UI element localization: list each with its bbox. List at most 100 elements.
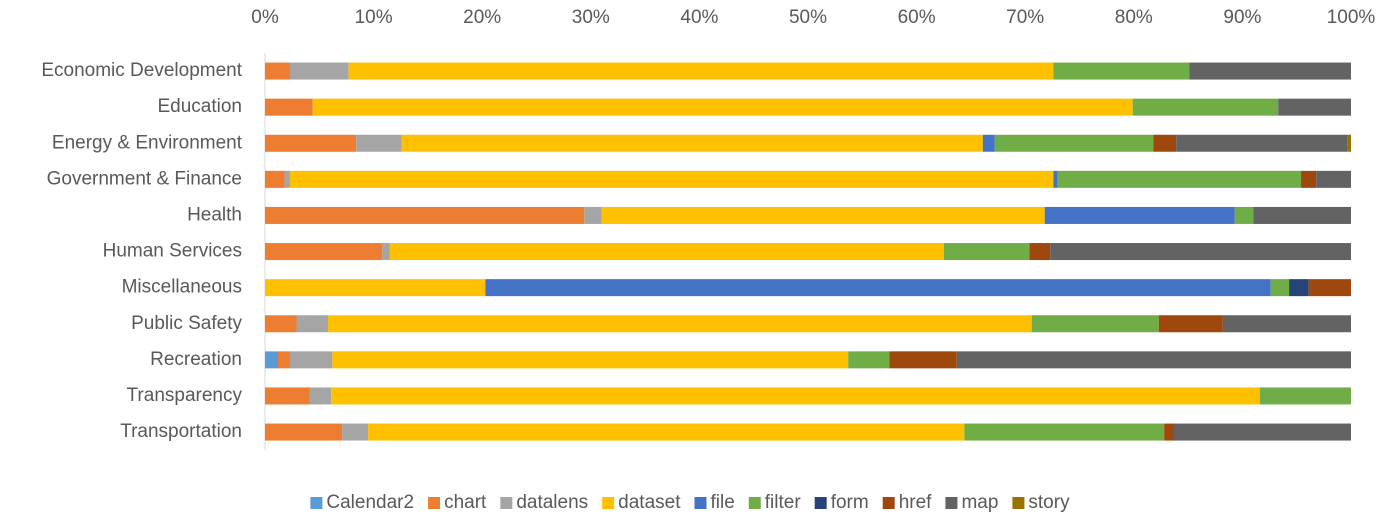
category-label: Government & Finance bbox=[47, 168, 242, 189]
bar-segment bbox=[1270, 279, 1290, 297]
legend-label: map bbox=[961, 492, 998, 513]
x-tick-label: 80% bbox=[1115, 7, 1153, 28]
x-tick-label: 0% bbox=[251, 7, 279, 28]
bar-segment bbox=[312, 98, 1133, 116]
bar-segment bbox=[1347, 134, 1351, 152]
legend-label: Calendar2 bbox=[326, 492, 414, 513]
bar-segment bbox=[956, 351, 1351, 369]
bar-segment bbox=[1132, 98, 1279, 116]
bar-segment bbox=[964, 423, 1165, 441]
bar-segment bbox=[1253, 206, 1351, 224]
category-label: Economic Development bbox=[41, 60, 242, 81]
legend-swatch bbox=[1012, 497, 1025, 509]
bar-segment bbox=[278, 351, 290, 369]
bar-segment bbox=[1050, 243, 1351, 261]
legend-swatch bbox=[602, 497, 615, 509]
bar-segment bbox=[1053, 170, 1058, 188]
legend-label: story bbox=[1028, 492, 1070, 513]
bar-segment bbox=[342, 423, 369, 441]
bar-segment bbox=[1029, 243, 1051, 261]
bar-segment bbox=[348, 62, 1054, 80]
bar-segment bbox=[289, 351, 333, 369]
bar-segment bbox=[943, 243, 1030, 261]
bar-segment bbox=[265, 98, 313, 116]
category-label: Recreation bbox=[150, 349, 242, 370]
legend-swatch bbox=[428, 497, 441, 509]
legend-swatch bbox=[945, 497, 958, 509]
x-tick-label: 60% bbox=[898, 7, 936, 28]
category-label: Education bbox=[157, 96, 242, 117]
category-label: Public Safety bbox=[131, 313, 242, 334]
bar-segment bbox=[265, 206, 585, 224]
bar-segment bbox=[994, 134, 1154, 152]
bar-segment bbox=[284, 170, 290, 188]
bar-segment bbox=[1053, 62, 1190, 80]
x-tick-label: 30% bbox=[572, 7, 610, 28]
bar-segment bbox=[332, 351, 849, 369]
bar-segment bbox=[1301, 170, 1317, 188]
category-label: Transparency bbox=[127, 385, 243, 406]
bar-segment bbox=[1259, 387, 1351, 405]
bar-segment bbox=[368, 423, 965, 441]
legend-swatch bbox=[500, 497, 513, 509]
x-tick-label: 50% bbox=[789, 7, 827, 28]
bar-segment bbox=[389, 243, 944, 261]
bar-segment bbox=[1153, 134, 1177, 152]
legend-swatch bbox=[748, 497, 761, 509]
legend-label: datalens bbox=[516, 492, 588, 513]
legend-swatch bbox=[814, 497, 827, 509]
bar-segment bbox=[1044, 206, 1235, 224]
bar-segment bbox=[1289, 279, 1309, 297]
category-label: Miscellaneous bbox=[122, 277, 242, 298]
bar-segment bbox=[401, 134, 983, 152]
legend-label: file bbox=[710, 492, 734, 513]
bar-segment bbox=[289, 170, 1054, 188]
bar-segment bbox=[601, 206, 1045, 224]
bar-segment bbox=[296, 315, 328, 333]
bar-segment bbox=[265, 62, 290, 80]
legend-label: href bbox=[899, 492, 932, 513]
x-tick-label: 100% bbox=[1327, 7, 1376, 28]
bar-segment bbox=[982, 134, 995, 152]
x-tick-label: 70% bbox=[1006, 7, 1044, 28]
category-label: Human Services bbox=[103, 241, 242, 262]
bar-segment bbox=[265, 351, 279, 369]
bar-segment bbox=[309, 387, 332, 405]
bar-segment bbox=[1164, 423, 1174, 441]
legend-label: chart bbox=[444, 492, 487, 513]
category-label: Energy & Environment bbox=[52, 132, 243, 153]
bar-segment bbox=[1173, 423, 1351, 441]
bar-segment bbox=[327, 315, 1032, 333]
bar-segment bbox=[265, 423, 343, 441]
bar-segment bbox=[265, 243, 383, 261]
legend-label: filter bbox=[765, 492, 802, 513]
bar-segment bbox=[289, 62, 349, 80]
legend-label: form bbox=[831, 492, 869, 513]
legend-swatch bbox=[310, 497, 323, 509]
bar-segment bbox=[382, 243, 390, 261]
category-label: Health bbox=[187, 204, 242, 225]
legend-swatch bbox=[882, 497, 895, 509]
bar-segment bbox=[584, 206, 602, 224]
bar-segment bbox=[1057, 170, 1302, 188]
category-label: Transportation bbox=[120, 421, 242, 442]
legend-label: dataset bbox=[618, 492, 681, 513]
bar-segment bbox=[356, 134, 402, 152]
x-tick-label: 90% bbox=[1223, 7, 1261, 28]
bar-segment bbox=[889, 351, 957, 369]
bar-segment bbox=[1176, 134, 1348, 152]
bar-segment bbox=[265, 279, 486, 297]
x-tick-label: 40% bbox=[680, 7, 718, 28]
bar-segment bbox=[1234, 206, 1254, 224]
bar-segment bbox=[1189, 62, 1351, 80]
x-tick-label: 20% bbox=[463, 7, 501, 28]
bar-segment bbox=[331, 387, 1260, 405]
bar-segment bbox=[848, 351, 890, 369]
bar-segment bbox=[1222, 315, 1351, 333]
bar-segment bbox=[1308, 279, 1351, 297]
x-tick-label: 10% bbox=[355, 7, 393, 28]
bar-segment bbox=[1278, 98, 1351, 116]
bar-segment bbox=[265, 134, 357, 152]
bar-segment bbox=[1031, 315, 1159, 333]
